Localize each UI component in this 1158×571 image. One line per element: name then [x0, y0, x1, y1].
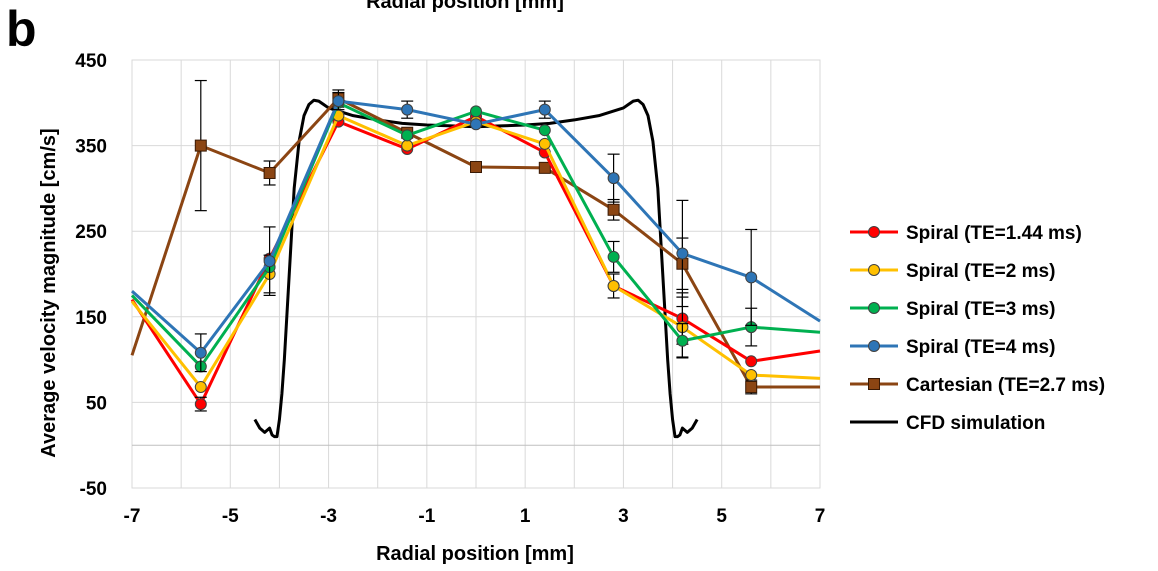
- y-tick-labels: -50 50 150 250 350 450: [75, 51, 107, 500]
- data-point: [401, 129, 414, 142]
- legend-label: Spiral (TE=3 ms): [906, 299, 1055, 320]
- x-tick-label: -3: [320, 506, 337, 527]
- data-point: [332, 95, 345, 108]
- y-tick-label: 250: [75, 222, 107, 243]
- y-tick-label: 350: [75, 137, 107, 158]
- legend-label: Cartesian (TE=2.7 ms): [906, 375, 1105, 396]
- data-point: [194, 346, 207, 359]
- legend-item: Spiral (TE=2 ms): [850, 261, 1055, 282]
- legend-label: CFD simulation: [906, 413, 1045, 434]
- data-point: [538, 124, 551, 137]
- y-tick-label: 50: [86, 393, 107, 414]
- legend-item: CFD simulation: [850, 413, 1045, 434]
- data-point: [263, 166, 276, 179]
- x-tick-label: 1: [520, 506, 531, 527]
- legend-marker: [868, 226, 880, 238]
- legend-marker: [868, 378, 880, 390]
- series-layer: [130, 79, 821, 439]
- x-axis-title: Radial position [mm]: [376, 543, 574, 565]
- legend-label: Spiral (TE=4 ms): [906, 337, 1055, 358]
- data-point: [538, 137, 551, 150]
- y-tick-label: 150: [75, 308, 107, 329]
- data-point: [538, 103, 551, 116]
- x-tick-label: 5: [716, 506, 727, 527]
- x-tick-label: 3: [618, 506, 629, 527]
- data-point: [745, 271, 758, 284]
- data-point: [263, 255, 276, 268]
- data-point: [470, 161, 482, 173]
- data-point: [676, 247, 689, 260]
- y-tick-label: 450: [75, 51, 107, 72]
- data-point: [607, 279, 620, 292]
- x-tick-label: -7: [124, 506, 141, 527]
- data-point: [194, 380, 207, 393]
- x-tick-labels: -7 -5 -3 -1 1 3 5 7: [124, 506, 826, 527]
- panel-label: b: [6, 1, 37, 57]
- data-point: [401, 103, 414, 116]
- legend-item: Spiral (TE=1.44 ms): [850, 223, 1082, 244]
- data-point: [676, 334, 689, 347]
- legend-item: Spiral (TE=3 ms): [850, 299, 1055, 320]
- legend-marker: [868, 302, 880, 314]
- data-point: [607, 172, 620, 185]
- x-tick-label: 7: [815, 506, 826, 527]
- legend-label: Spiral (TE=2 ms): [906, 261, 1055, 282]
- y-axis-title: Average velocity magnitude [cm/s]: [38, 128, 60, 457]
- data-point: [470, 118, 482, 131]
- legend-item: Cartesian (TE=2.7 ms): [850, 375, 1105, 396]
- data-point: [401, 139, 414, 152]
- data-point: [607, 250, 620, 263]
- y-tick-label: -50: [80, 479, 107, 500]
- data-point: [745, 355, 758, 368]
- data-point: [607, 203, 620, 216]
- top-caption-fragment: Radial position [mm]: [366, 0, 564, 13]
- data-point: [745, 380, 758, 393]
- data-point: [194, 398, 207, 411]
- x-tick-label: -5: [222, 506, 239, 527]
- legend-item: Spiral (TE=4 ms): [850, 337, 1055, 358]
- series-3: [130, 91, 821, 373]
- legend-marker: [868, 264, 880, 276]
- x-tick-label: -1: [418, 506, 435, 527]
- legend: Spiral (TE=1.44 ms) Spiral (TE=2 ms) Spira…: [850, 223, 1105, 434]
- data-point: [470, 105, 482, 118]
- data-point: [538, 161, 551, 174]
- legend-label: Spiral (TE=1.44 ms): [906, 223, 1082, 244]
- data-point: [745, 369, 758, 382]
- legend-marker: [868, 340, 880, 352]
- data-point: [194, 139, 207, 152]
